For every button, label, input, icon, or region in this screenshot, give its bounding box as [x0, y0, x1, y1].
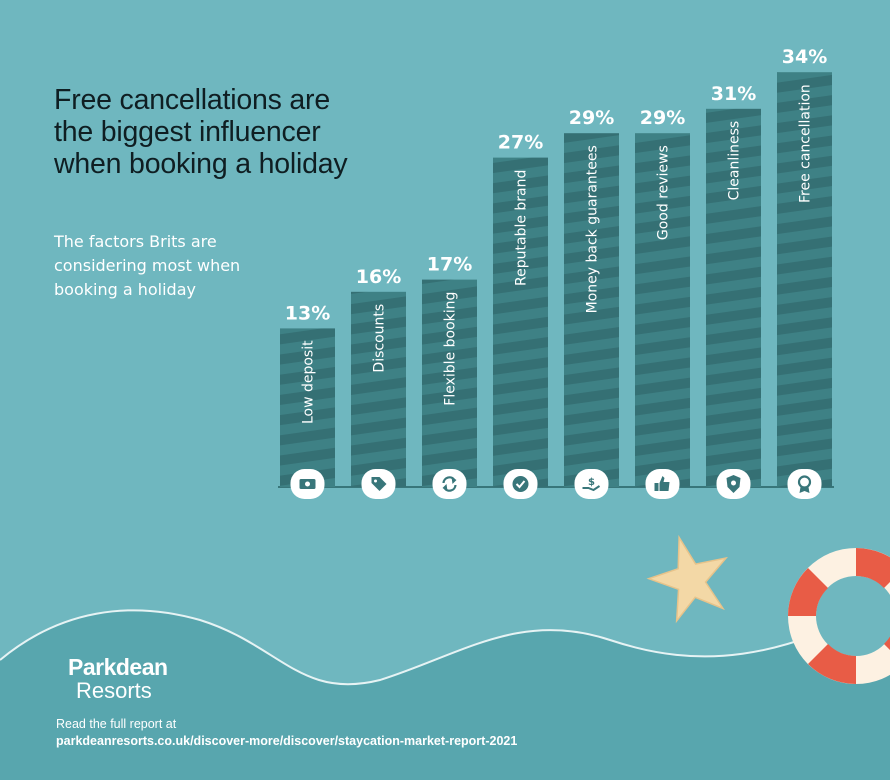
svg-text:$: $: [588, 477, 595, 488]
price-tag-icon: [361, 469, 396, 499]
category-label: Discounts: [372, 304, 388, 373]
report-link[interactable]: parkdeanresorts.co.uk/discover-more/disc…: [56, 734, 518, 748]
starfish-icon: [646, 534, 729, 624]
chart-title: Free cancellations are the biggest influ…: [54, 84, 348, 180]
category-label: Good reviews: [656, 145, 672, 240]
thumbs-up-icon: [645, 469, 680, 499]
footer: Read the full report at parkdeanresorts.…: [56, 716, 517, 750]
bar: [635, 133, 690, 487]
value-label: 29%: [640, 107, 685, 129]
category-label: Cleanliness: [727, 121, 743, 201]
bar: [351, 291, 406, 487]
refresh-icon: [432, 469, 467, 499]
value-label: 16%: [356, 266, 401, 288]
wave-outline: [0, 599, 890, 686]
money-hand-icon: $: [574, 469, 609, 499]
logo-line-1: Parkdean: [68, 654, 168, 680]
logo-line-2: Resorts: [76, 678, 152, 703]
bar: [493, 157, 548, 487]
banknote-icon: [290, 469, 325, 499]
category-label: Flexible booking: [443, 292, 459, 406]
category-label: Reputable brand: [514, 170, 530, 286]
bar: [564, 133, 619, 487]
bar: [422, 279, 477, 487]
bar: [280, 328, 335, 487]
value-label: 29%: [569, 107, 614, 129]
value-label: 17%: [427, 254, 472, 276]
read-report-text: Read the full report at: [56, 717, 177, 731]
shield-icon: [716, 469, 751, 499]
value-label: 27%: [498, 132, 543, 154]
bar: [777, 72, 832, 487]
value-label: 34%: [782, 46, 827, 68]
category-label: Low deposit: [301, 340, 317, 424]
check-circle-icon: [503, 469, 538, 499]
category-label: Free cancellation: [798, 84, 814, 203]
life-ring-icon: [788, 548, 890, 684]
chart-subtitle: The factors Brits are considering most w…: [54, 232, 241, 299]
bar-chart: 13% Low deposit 16% Discounts 17% Flexible bo…: [278, 46, 834, 499]
value-label: 31%: [711, 83, 756, 105]
value-label: 13%: [285, 302, 330, 324]
bar: [706, 108, 761, 488]
award-icon: [787, 469, 822, 499]
sea-wave: [0, 600, 890, 780]
category-label: Money back guarantees: [585, 145, 601, 313]
